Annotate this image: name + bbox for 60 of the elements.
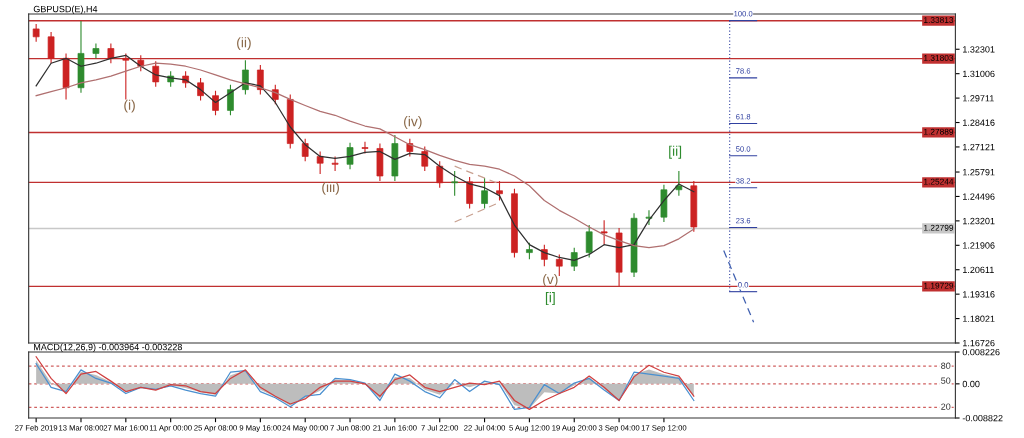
candlestick (316, 150, 324, 175)
candlestick (227, 84, 234, 116)
annotation: 50 (941, 377, 951, 384)
candlestick (122, 52, 130, 100)
candlestick (421, 146, 429, 172)
y-tick-label: -0.008822 (962, 414, 1003, 422)
candlestick (645, 209, 653, 226)
chart-title: MACD(12,26,9) -0.003964 -0.003228 (34, 343, 182, 352)
candlestick (301, 138, 309, 162)
candlestick (331, 155, 339, 172)
annotation: (iv) (404, 116, 422, 130)
chart-title: GBPUSD(E),H4 (33, 5, 98, 14)
candlestick (257, 64, 264, 96)
candlestick (451, 170, 458, 197)
y-tick-label: 1.21906 (963, 242, 995, 249)
candlestick (346, 142, 354, 170)
candlestick (600, 219, 608, 246)
ref-line-label: 1.22799 (924, 224, 954, 231)
candlestick (570, 247, 578, 272)
ref-line-label: 1.31803 (924, 54, 954, 61)
y-tick-label: 1.28416 (963, 119, 995, 126)
annotation: 20 (941, 403, 951, 410)
candlestick (242, 59, 249, 96)
annotation: 80 (941, 362, 951, 369)
candlestick (32, 23, 40, 43)
candlestick (107, 43, 115, 64)
y-tick-label: 1.23201 (963, 217, 995, 225)
candlestick (436, 160, 444, 189)
candlestick (92, 43, 100, 59)
y-tick-label: 1.31006 (963, 70, 995, 78)
annotation: [i] (545, 292, 555, 306)
ref-line-label: 1.33813 (924, 17, 954, 23)
ref-line-label: 1.19729 (924, 282, 954, 289)
y-tick-label: 0.00 (962, 380, 980, 388)
y-tick-label: 1.27121 (963, 143, 995, 151)
annotation: (iii) (322, 181, 339, 195)
candlestick (47, 31, 55, 64)
y-tick-label: 1.32301 (963, 46, 995, 53)
annotation: (ii) (237, 37, 251, 51)
candlestick (481, 177, 488, 210)
annotation: (i) (124, 99, 135, 113)
candlestick (466, 176, 473, 210)
y-tick-label: 0.008226 (962, 348, 1000, 356)
candlestick (212, 90, 219, 116)
y-tick-label: 1.19316 (963, 291, 995, 298)
candlestick (496, 180, 503, 202)
candlestick (585, 224, 593, 259)
ref-line-label: 1.27889 (924, 128, 954, 135)
y-tick-label: 1.25791 (963, 169, 995, 176)
annotation: [ii] (669, 145, 682, 159)
ref-line-label: 1.25244 (924, 178, 954, 185)
candlestick (675, 170, 683, 197)
y-tick-label: 1.24496 (963, 193, 995, 200)
y-tick-label: 1.20611 (963, 266, 994, 274)
annotation: (v) (543, 274, 558, 287)
candlestick (152, 60, 160, 88)
y-tick-label: 1.16726 (963, 339, 995, 347)
y-tick-label: 1.18021 (963, 315, 995, 322)
y-tick-label: 1.29711 (963, 95, 994, 102)
candlestick (361, 141, 369, 154)
